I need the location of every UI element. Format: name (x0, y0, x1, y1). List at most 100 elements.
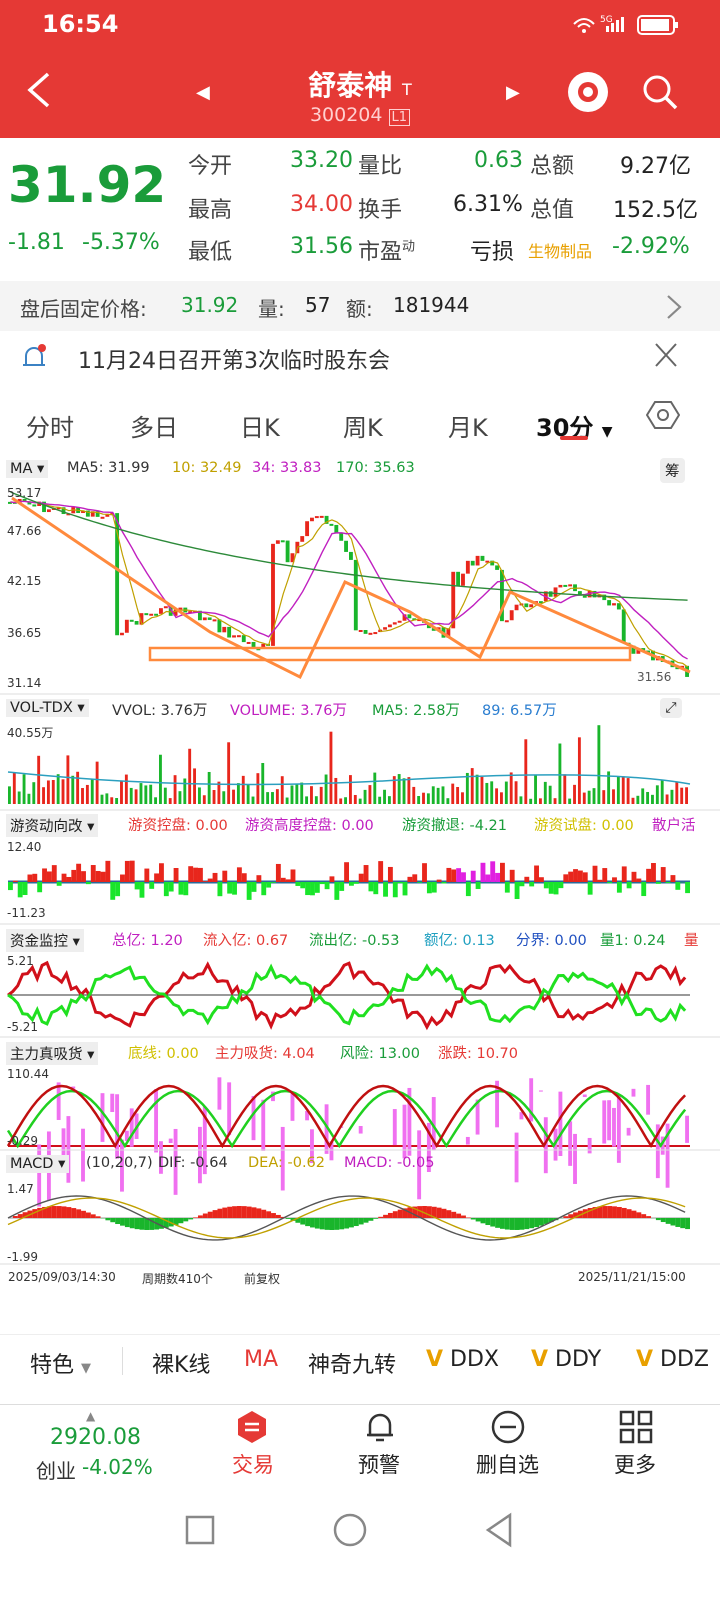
macd-bar (636, 1212, 642, 1218)
zhuli-bar (685, 1115, 689, 1143)
zhuli-ymax: 110.44 (7, 1067, 49, 1081)
youzi-bar (378, 861, 384, 882)
volume-bar (504, 781, 508, 804)
prev-stock-button[interactable]: ◀ (196, 82, 210, 103)
macd-bar (246, 1206, 252, 1218)
volume-bar (22, 774, 26, 804)
volume-bar (436, 787, 440, 804)
youzi-selector[interactable]: 游资动向改 ▾ (6, 814, 99, 837)
youzi-bar (558, 882, 564, 889)
tab-intraday[interactable]: 分时 (26, 414, 74, 442)
period-tabs: 分时 多日 日K 周K 月K 30分 ▼ (0, 400, 720, 452)
youzi-bar (655, 882, 661, 884)
alert-button[interactable] (362, 1409, 398, 1449)
feature-magic-nine[interactable]: 神奇九转 (308, 1353, 397, 1378)
search-icon[interactable] (640, 72, 680, 112)
kline-chart-area[interactable]: MA ▾ MA5: 31.99 10: 32.49 34: 33.83 170:… (0, 458, 720, 1332)
volume-bar (582, 792, 586, 804)
next-stock-button[interactable]: ▶ (506, 82, 520, 103)
macd-bar (665, 1218, 671, 1224)
feature-ddz[interactable]: V DDZ (636, 1347, 709, 1372)
youzi-bar (232, 882, 237, 895)
feature-special[interactable]: 特色 ▼ (30, 1353, 92, 1378)
home-icon[interactable] (332, 1512, 368, 1548)
status-icons: 5G (570, 12, 690, 42)
index-expand-icon[interactable]: ▲ (86, 1409, 96, 1423)
youzi-bar (670, 875, 676, 882)
zhuli-bar (402, 1104, 407, 1159)
feature-ddx[interactable]: V DDX (426, 1347, 499, 1372)
trend-line (11, 496, 691, 680)
feature-ma[interactable]: MA (244, 1347, 279, 1372)
remove-watchlist-button[interactable] (490, 1409, 526, 1449)
more-button[interactable] (618, 1409, 654, 1449)
feature-ddy[interactable]: V DDY (531, 1347, 602, 1372)
volume-bar (636, 795, 640, 804)
back-button[interactable] (22, 70, 56, 110)
chip-button[interactable]: 筹 (660, 458, 685, 483)
candle-bar (548, 591, 553, 597)
zhuli-bar (660, 1136, 665, 1155)
youzi-bar (251, 882, 257, 892)
volume-bar (553, 798, 557, 804)
youzi-bar (373, 882, 379, 895)
mascot-icon[interactable] (568, 72, 608, 112)
recent-apps-icon[interactable] (184, 1514, 216, 1546)
candle-bar (149, 613, 154, 616)
after-hours-vol-label: 量: (258, 297, 285, 321)
zijin-selector[interactable]: 资金监控 ▾ (6, 929, 84, 952)
tab-daily-k[interactable]: 日K (240, 414, 280, 442)
volume-bar (202, 795, 206, 804)
volume-bar (592, 788, 596, 804)
volume-bar (602, 790, 606, 804)
sector-link[interactable]: 生物制品 (528, 242, 593, 261)
zhuli-bar (66, 1116, 71, 1183)
back-nav-icon[interactable] (484, 1512, 516, 1548)
candle-bar (470, 560, 475, 566)
macd-bar (12, 1216, 18, 1218)
macd-bar (149, 1218, 155, 1230)
volume-bar (558, 743, 562, 804)
trade-button[interactable] (232, 1409, 272, 1449)
youzi-retail-label: 散户活 (652, 818, 696, 834)
volume-bar (168, 798, 172, 804)
macd-bar (290, 1218, 296, 1221)
notice-bar[interactable]: 11月24日召开第3次临时股东会 (0, 335, 720, 385)
candle-bar (641, 648, 646, 651)
volume-bar (124, 774, 128, 804)
close-icon[interactable] (654, 341, 678, 369)
youzi-bar (675, 882, 681, 890)
macd-bar (592, 1207, 598, 1218)
tab-weekly-k[interactable]: 周K (343, 414, 383, 442)
macd-selector[interactable]: MACD ▾ (6, 1155, 70, 1173)
tab-multiday[interactable]: 多日 (130, 414, 178, 442)
feature-bare-k[interactable]: 裸K线 (152, 1353, 211, 1378)
youzi-bar (212, 872, 218, 882)
youzi-bar (465, 882, 471, 897)
candle-bar (275, 540, 280, 544)
high-label: 最高 (188, 198, 233, 223)
zhuli-selector[interactable]: 主力真吸货 ▾ (6, 1042, 99, 1065)
after-hours-bar[interactable]: 盘后固定价格: 31.92 量: 57 额: 181944 (0, 281, 720, 331)
settings-hexagon-icon[interactable] (646, 400, 680, 430)
zhuli-bar (310, 1129, 314, 1164)
zhuli-risk-label: 风险: 13.00 (340, 1046, 421, 1062)
macd-bar (631, 1210, 637, 1218)
volume-bar (285, 797, 289, 804)
last-price: 31.92 (8, 156, 167, 214)
zijin-total-label: 总亿: 1.20 (112, 933, 183, 949)
youzi-bar (363, 865, 369, 882)
after-hours-price: 31.92 (181, 293, 239, 317)
macd-bar (529, 1218, 535, 1229)
youzi-bar (641, 882, 647, 897)
candle-bar (485, 560, 490, 563)
expand-icon[interactable]: ⤢ (660, 698, 682, 718)
ma-selector[interactable]: MA ▾ (6, 460, 49, 478)
vol-selector[interactable]: VOL-TDX ▾ (6, 699, 89, 717)
candle-bar (168, 606, 173, 616)
volume-bar (612, 789, 615, 804)
macd-bar (95, 1216, 101, 1218)
index-value[interactable]: 2920.08 (50, 1425, 141, 1450)
tab-monthly-k[interactable]: 月K (448, 414, 488, 442)
candle-bar (120, 632, 124, 636)
